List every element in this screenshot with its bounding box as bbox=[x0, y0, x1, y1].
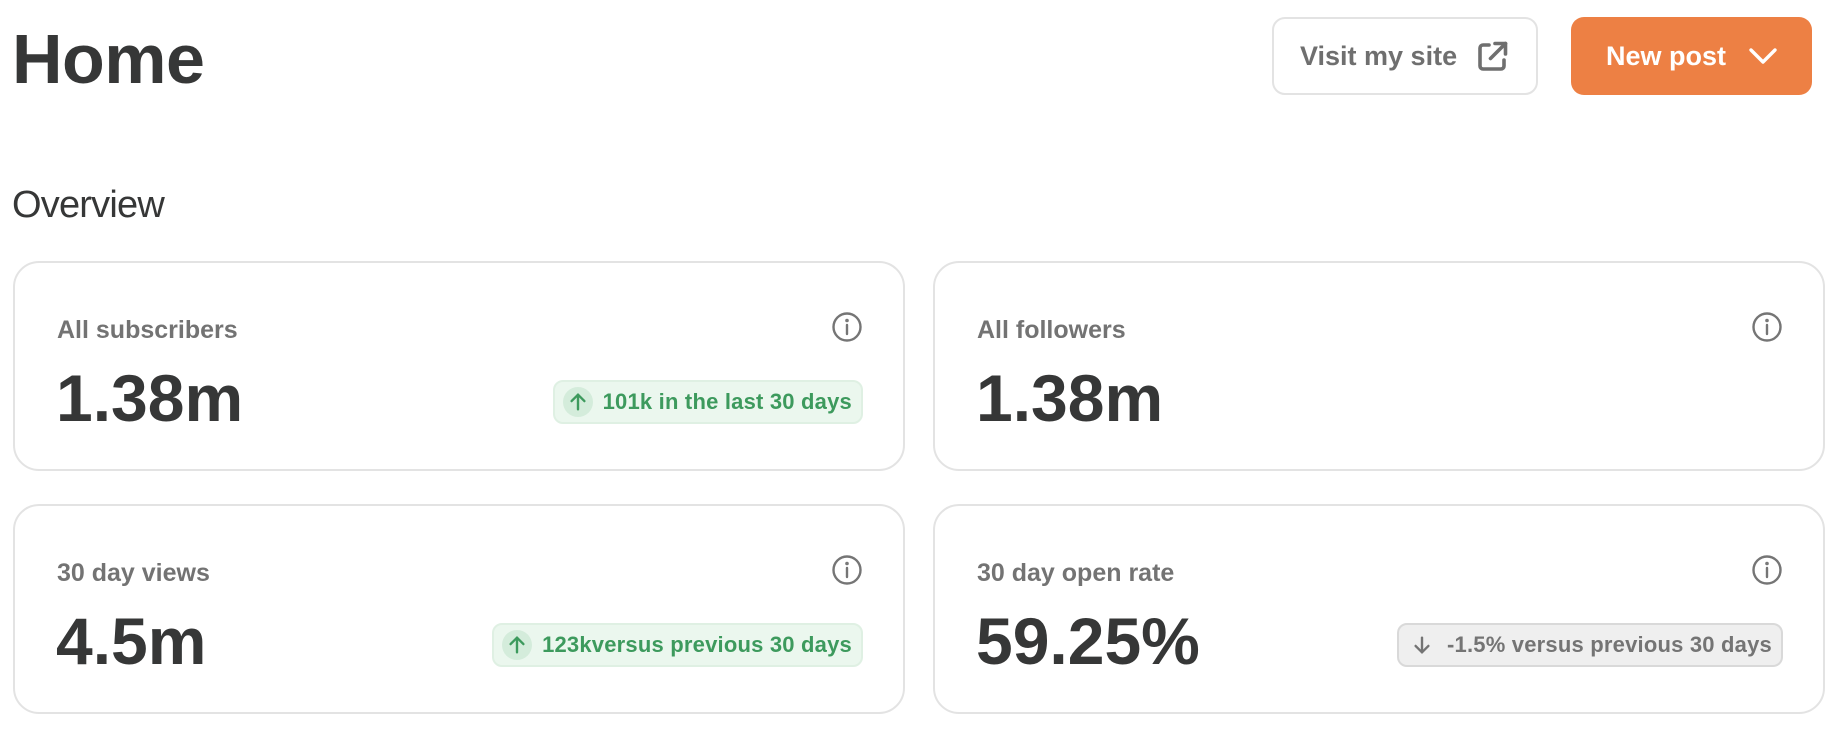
new-post-label: New post bbox=[1606, 40, 1727, 71]
card-value: 4.5m bbox=[56, 604, 207, 678]
visit-my-site-button[interactable]: Visit my site bbox=[1272, 17, 1538, 95]
trend-badge: 123kversus previous 30 days bbox=[492, 623, 863, 667]
trend-badge: 101k in the last 30 days bbox=[552, 380, 863, 424]
stat-card-30-day-views: 30 day views 4.5m 123kversus previous 30… bbox=[13, 504, 905, 714]
trend-text: 123kversus previous 30 days bbox=[542, 632, 852, 657]
card-label: 30 day views bbox=[57, 559, 210, 587]
info-icon[interactable] bbox=[831, 311, 863, 343]
stat-card-all-followers: All followers 1.38m bbox=[933, 261, 1825, 471]
arrow-up-icon bbox=[509, 636, 525, 654]
external-link-icon bbox=[1478, 41, 1508, 71]
arrow-up-icon bbox=[570, 393, 586, 411]
info-icon[interactable] bbox=[1751, 554, 1783, 586]
chevron-down-icon[interactable] bbox=[1748, 43, 1778, 69]
new-post-button[interactable]: New post bbox=[1571, 17, 1812, 95]
card-value: 59.25% bbox=[976, 604, 1200, 678]
trend-text: -1.5% versus previous 30 days bbox=[1447, 632, 1772, 657]
card-value: 1.38m bbox=[976, 361, 1164, 435]
stat-card-30-day-open-rate: 30 day open rate 59.25% -1.5% versus pre… bbox=[933, 504, 1825, 714]
info-icon[interactable] bbox=[1751, 311, 1783, 343]
card-label: All followers bbox=[977, 316, 1126, 344]
visit-my-site-label: Visit my site bbox=[1300, 40, 1458, 71]
trend-badge: -1.5% versus previous 30 days bbox=[1397, 623, 1783, 667]
card-label: All subscribers bbox=[57, 316, 238, 344]
card-label: 30 day open rate bbox=[977, 559, 1175, 587]
card-value: 1.38m bbox=[56, 361, 244, 435]
trend-text: 101k in the last 30 days bbox=[602, 389, 852, 414]
arrow-down-icon bbox=[1414, 636, 1430, 654]
info-icon[interactable] bbox=[831, 554, 863, 586]
overview-title: Overview bbox=[12, 184, 165, 226]
stat-card-all-subscribers: All subscribers 1.38m 101k in the last 3… bbox=[13, 261, 905, 471]
page-title: Home bbox=[12, 20, 205, 98]
